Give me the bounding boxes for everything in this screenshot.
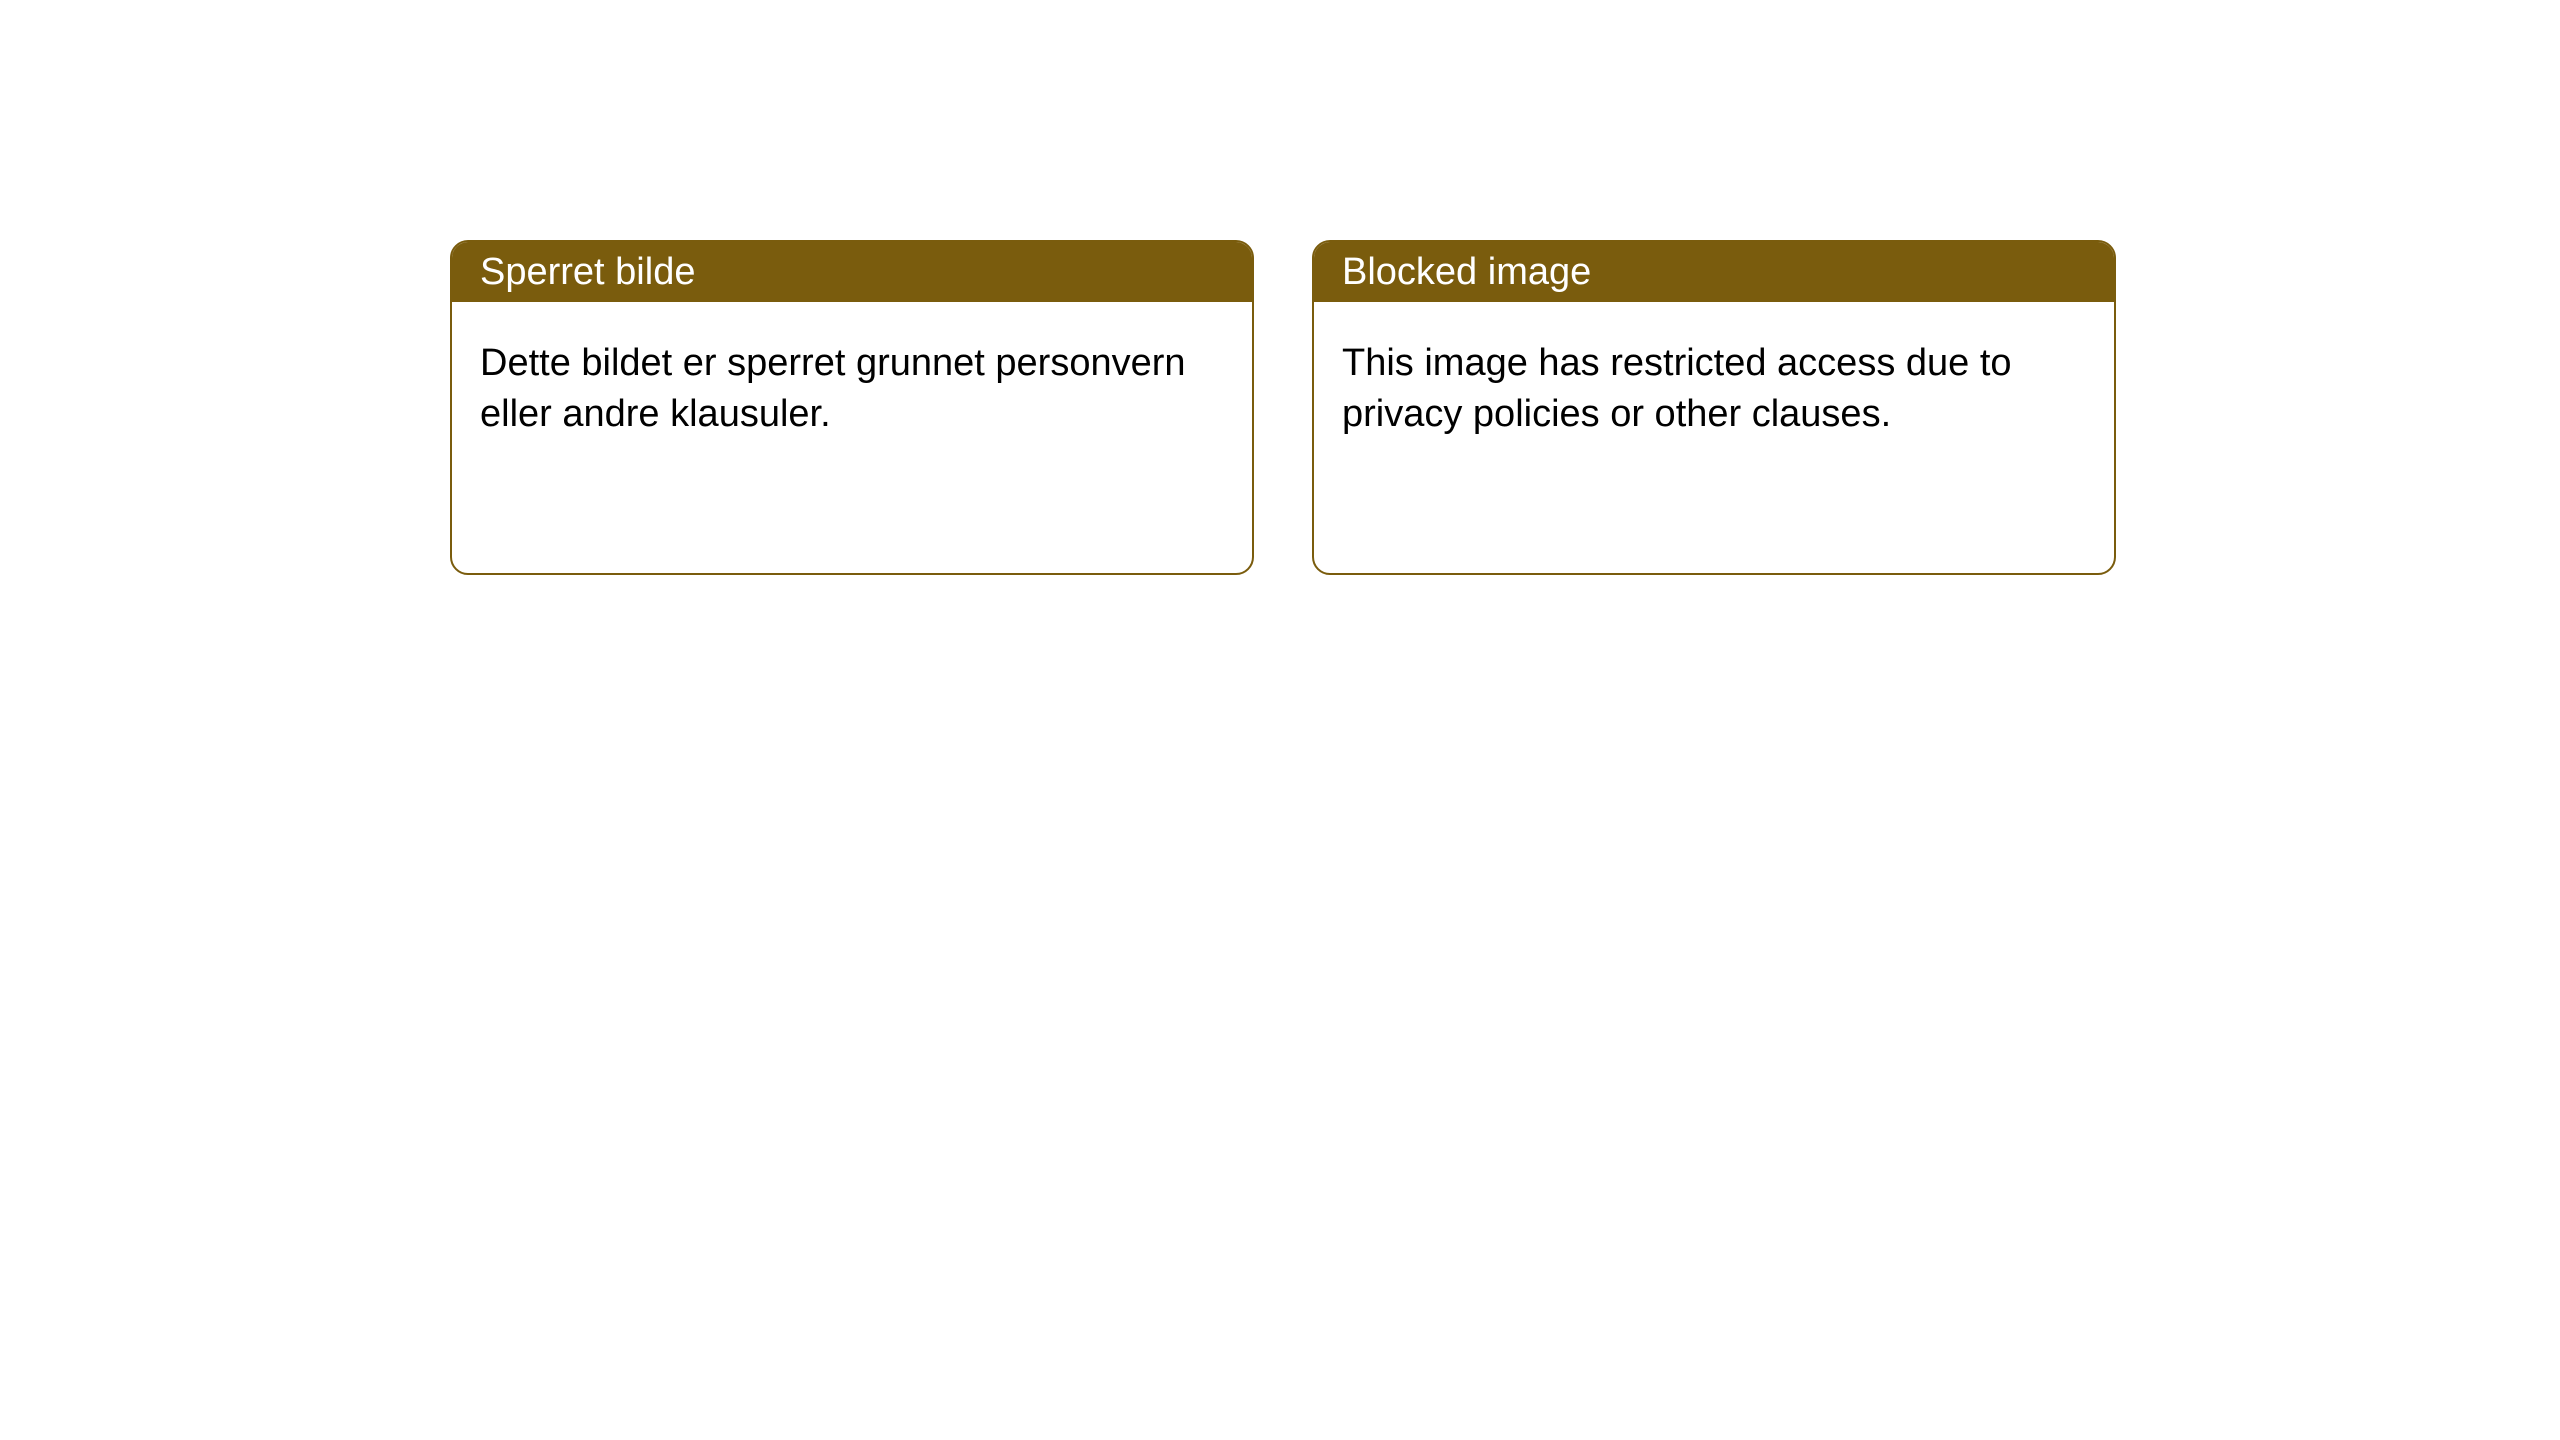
card-body: This image has restricted access due to … [1314,302,2114,477]
card-body-text: This image has restricted access due to … [1342,342,2012,435]
card-body: Dette bildet er sperret grunnet personve… [452,302,1252,477]
notice-card-english: Blocked image This image has restricted … [1312,240,2116,575]
card-title: Blocked image [1342,251,1591,294]
card-title: Sperret bilde [480,251,695,294]
card-body-text: Dette bildet er sperret grunnet personve… [480,342,1186,435]
card-header: Sperret bilde [452,242,1252,302]
card-header: Blocked image [1314,242,2114,302]
notice-cards-container: Sperret bilde Dette bildet er sperret gr… [450,240,2116,575]
notice-card-norwegian: Sperret bilde Dette bildet er sperret gr… [450,240,1254,575]
